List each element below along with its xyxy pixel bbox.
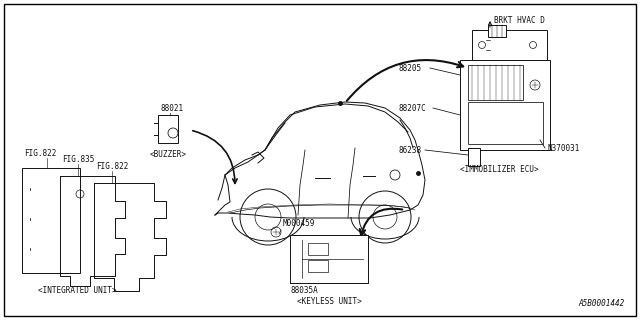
Bar xyxy=(308,243,328,255)
Text: <IMMOBILIZER ECU>: <IMMOBILIZER ECU> xyxy=(460,165,539,174)
Text: 88021: 88021 xyxy=(160,104,183,113)
Bar xyxy=(158,115,178,143)
Bar xyxy=(468,102,543,144)
Text: FIG.822: FIG.822 xyxy=(24,149,56,158)
Text: N370031: N370031 xyxy=(547,143,579,153)
Bar xyxy=(290,235,368,283)
FancyArrowPatch shape xyxy=(360,209,403,235)
Text: 88035A: 88035A xyxy=(290,286,317,295)
Text: BRKT HVAC D: BRKT HVAC D xyxy=(494,16,545,25)
Text: M000459: M000459 xyxy=(283,219,316,228)
Bar xyxy=(22,168,80,273)
FancyArrowPatch shape xyxy=(193,131,237,183)
Bar xyxy=(468,148,480,166)
Text: <INTEGRATED UNIT>: <INTEGRATED UNIT> xyxy=(38,286,116,295)
Text: 86238: 86238 xyxy=(398,146,421,155)
Bar xyxy=(468,65,523,100)
Bar xyxy=(472,30,547,60)
Bar xyxy=(460,60,550,150)
Text: FIG.835: FIG.835 xyxy=(62,155,94,164)
Text: 88205: 88205 xyxy=(398,63,421,73)
Text: FIG.822: FIG.822 xyxy=(96,162,129,171)
FancyArrowPatch shape xyxy=(347,60,463,101)
Text: 88207C: 88207C xyxy=(398,103,426,113)
Text: <KEYLESS UNIT>: <KEYLESS UNIT> xyxy=(296,297,362,306)
Text: <BUZZER>: <BUZZER> xyxy=(150,150,186,159)
Text: A5B0001442: A5B0001442 xyxy=(579,299,625,308)
Bar xyxy=(308,260,328,272)
Bar xyxy=(488,25,506,37)
